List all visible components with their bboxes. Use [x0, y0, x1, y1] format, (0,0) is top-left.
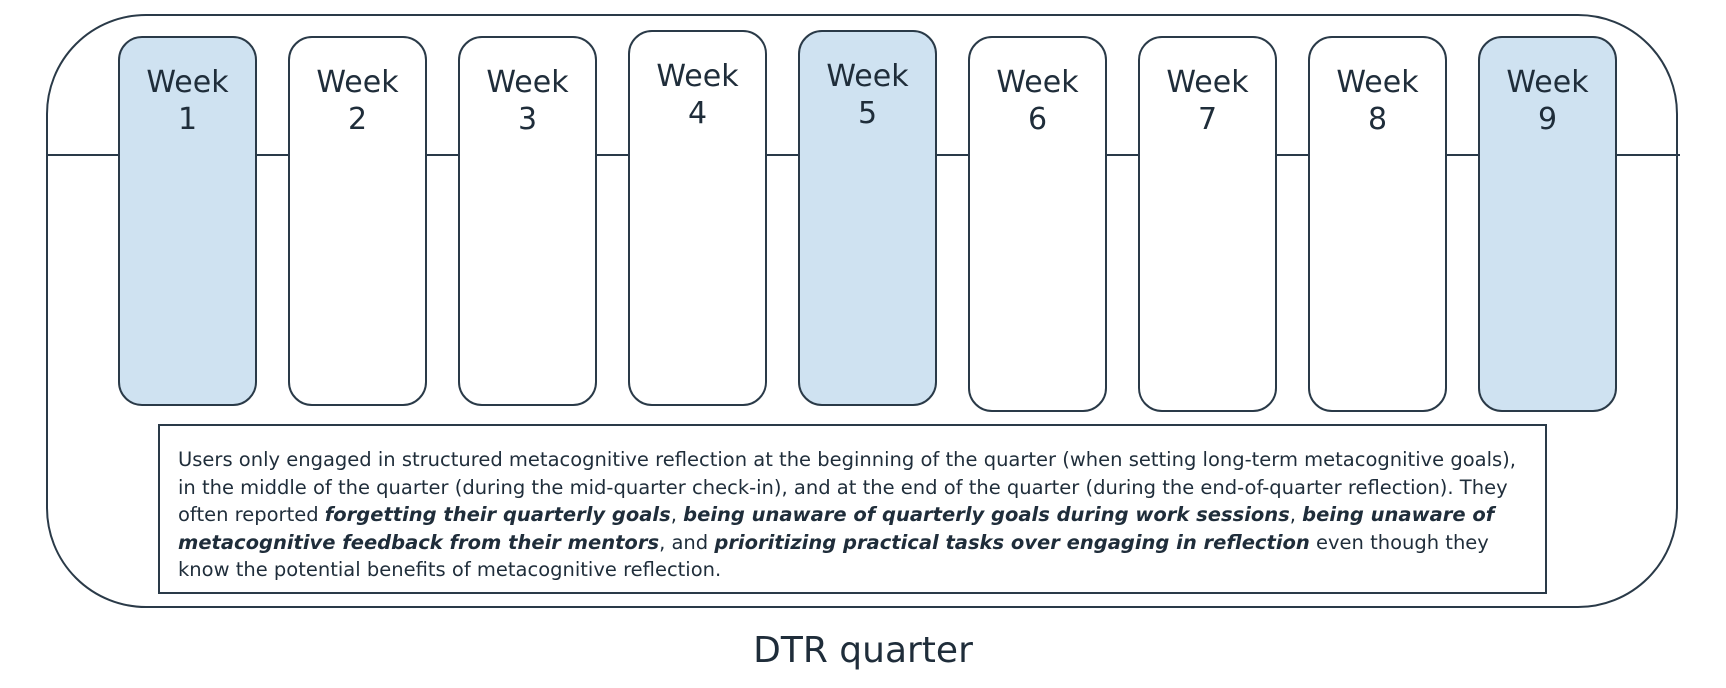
timeline-segment [427, 154, 458, 156]
timeline-segment [1447, 154, 1478, 156]
week-label: Week 8 [1336, 65, 1419, 137]
timeline-segment [1277, 154, 1308, 156]
week-card-4: Week 4 [628, 30, 767, 406]
timeline-segment [767, 154, 798, 156]
week-card-7: Week 7 [1138, 36, 1277, 412]
finding-emphasis-unaware-goals: being unaware of quarterly goals during … [683, 503, 1290, 527]
diagram-caption: DTR quarter [753, 630, 973, 671]
timeline-segment [937, 154, 968, 156]
finding-text: even though they know the potential bene… [178, 530, 1489, 582]
finding-separator: , [670, 503, 684, 527]
week-label: Week 6 [996, 65, 1079, 137]
week-label: Week 5 [826, 59, 909, 131]
quarter-frame [46, 14, 1678, 608]
week-card-8: Week 8 [1308, 36, 1447, 412]
week-label: Week 3 [486, 65, 569, 137]
week-label: Week 7 [1166, 65, 1249, 137]
timeline-segment [257, 154, 288, 156]
week-card-1: Week 1 [118, 36, 257, 406]
week-card-9: Week 9 [1478, 36, 1617, 412]
finding-separator: , and [659, 530, 715, 554]
finding-emphasis-forgetting-goals: forgetting their quarterly goals [324, 503, 671, 527]
timeline-segment [1107, 154, 1138, 156]
week-card-3: Week 3 [458, 36, 597, 406]
week-card-6: Week 6 [968, 36, 1107, 412]
finding-emphasis-prioritizing-tasks: prioritizing practical tasks over engagi… [714, 530, 1310, 554]
week-label: Week 2 [316, 65, 399, 137]
week-label: Week 4 [656, 59, 739, 131]
week-card-2: Week 2 [288, 36, 427, 406]
finding-emphasis-unaware-feedback: being unaware of metacognitive feedback … [178, 503, 1495, 554]
week-card-5: Week 5 [798, 30, 937, 406]
finding-text-box: Users only engaged in structured metacog… [158, 424, 1547, 594]
timeline-segment [46, 154, 118, 156]
finding-text: Users only engaged in structured metacog… [178, 448, 1516, 527]
week-label: Week 1 [146, 65, 229, 137]
timeline-segment [1617, 154, 1680, 156]
timeline-segment [597, 154, 628, 156]
finding-separator: , [1289, 503, 1303, 527]
week-label: Week 9 [1506, 65, 1589, 137]
